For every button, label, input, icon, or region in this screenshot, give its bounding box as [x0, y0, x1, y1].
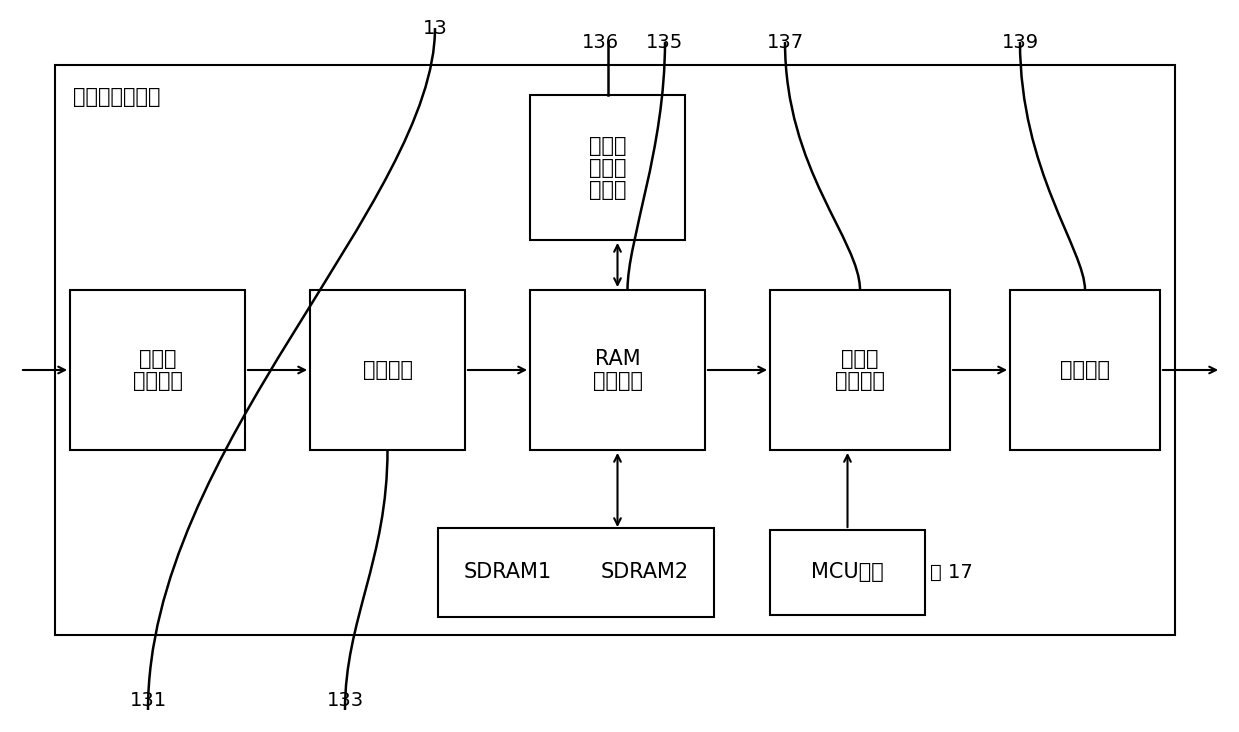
Bar [769, 290, 950, 450]
Text: 输入缓存: 输入缓存 [363, 360, 413, 380]
Bar [577, 530, 712, 615]
Text: 分辨率: 分辨率 [139, 349, 176, 369]
Bar [440, 530, 575, 615]
Bar [69, 290, 245, 450]
Text: MCU电路: MCU电路 [812, 562, 883, 583]
Bar [1010, 290, 1160, 450]
Text: SDRAM2: SDRAM2 [601, 562, 689, 583]
Text: ～ 17: ～ 17 [930, 563, 973, 582]
Text: 理模块: 理模块 [589, 179, 626, 200]
Text: 可编程逻辑器件: 可编程逻辑器件 [73, 87, 161, 107]
Bar [530, 95, 685, 240]
Text: 亚像素: 亚像素 [841, 349, 878, 369]
Text: 139: 139 [1001, 32, 1038, 51]
Text: 编码模块: 编码模块 [835, 371, 885, 391]
Text: 错误处: 错误处 [589, 157, 626, 177]
Bar [530, 290, 705, 450]
Text: SDRAM1: SDRAM1 [463, 562, 551, 583]
Text: RAM: RAM [595, 349, 641, 369]
Text: 135: 135 [647, 32, 684, 51]
Bar [310, 290, 465, 450]
Text: 控制模块: 控制模块 [592, 371, 643, 391]
Text: 131: 131 [129, 690, 166, 709]
Text: 133: 133 [326, 690, 363, 709]
Text: 136: 136 [581, 32, 618, 51]
Text: 识别模块: 识别模块 [133, 371, 182, 391]
Text: 输出缓存: 输出缓存 [1061, 360, 1110, 380]
Bar [439, 528, 714, 617]
Text: 抗颜色: 抗颜色 [589, 135, 626, 155]
Bar [769, 530, 926, 615]
Bar [55, 65, 1175, 635]
Text: 137: 137 [767, 32, 804, 51]
Text: 13: 13 [422, 18, 447, 37]
